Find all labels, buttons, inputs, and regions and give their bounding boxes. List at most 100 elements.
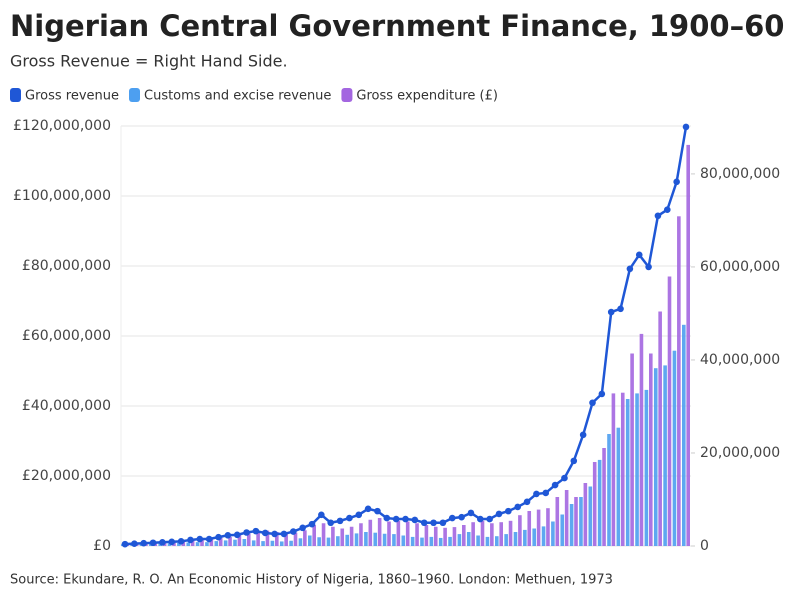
bar xyxy=(331,526,335,546)
line-marker xyxy=(374,507,381,515)
bar xyxy=(392,534,396,546)
bar xyxy=(532,528,536,546)
bar xyxy=(401,535,406,546)
bar xyxy=(682,324,686,546)
bar xyxy=(551,521,555,546)
bar xyxy=(289,540,293,546)
legend-label: Gross expenditure (£) xyxy=(356,89,498,104)
bar xyxy=(658,311,662,546)
bar xyxy=(303,530,307,546)
line-marker xyxy=(542,489,550,497)
bar xyxy=(433,526,438,546)
line-marker xyxy=(673,178,680,186)
bar xyxy=(471,522,475,546)
bar xyxy=(186,542,191,546)
line-marker xyxy=(448,514,456,522)
line-marker xyxy=(514,503,521,511)
legend-swatch xyxy=(341,88,353,102)
line-marker xyxy=(682,123,690,131)
line-marker xyxy=(168,538,176,546)
line-marker xyxy=(233,531,241,539)
bar xyxy=(195,542,200,546)
line-marker xyxy=(635,251,643,259)
line-marker xyxy=(411,516,419,524)
bar xyxy=(485,536,490,546)
line-marker xyxy=(477,515,484,523)
bar xyxy=(177,542,181,546)
bar xyxy=(649,353,653,546)
bar xyxy=(490,523,494,546)
line-marker xyxy=(346,514,353,522)
y2-tick-label: 20,000,000 xyxy=(700,445,780,461)
bar xyxy=(405,521,410,546)
line-marker xyxy=(523,498,531,506)
line-marker xyxy=(205,535,213,543)
source-note: Source: Ekundare, R. O. An Economic Hist… xyxy=(10,573,613,588)
legend-label: Customs and excise revenue xyxy=(144,89,331,104)
bar xyxy=(508,520,513,546)
bar xyxy=(607,434,611,546)
bar xyxy=(368,519,373,546)
y-tick-label: £0 xyxy=(93,538,111,554)
legend-swatch xyxy=(129,88,140,102)
y2-tick-label: 40,000,000 xyxy=(700,352,780,368)
line-marker xyxy=(290,528,297,535)
line-marker xyxy=(458,513,465,521)
line-marker xyxy=(140,539,147,547)
bar xyxy=(317,537,321,546)
line-marker xyxy=(561,474,568,482)
bar xyxy=(284,533,288,546)
line-marker xyxy=(243,529,250,536)
bar xyxy=(639,333,644,546)
bar xyxy=(663,365,667,546)
y-tick-label: £120,000,000 xyxy=(13,118,111,134)
line-marker xyxy=(271,530,278,538)
line-marker xyxy=(196,535,204,543)
line-marker xyxy=(149,539,157,547)
line-marker xyxy=(252,527,260,535)
bar xyxy=(214,541,219,546)
bar xyxy=(336,536,340,546)
line-marker xyxy=(392,515,400,523)
line-marker xyxy=(607,308,615,316)
bar xyxy=(420,537,424,546)
bar xyxy=(653,368,658,546)
chart-subtitle: Gross Revenue = Right Hand Side. xyxy=(10,52,288,71)
bar xyxy=(200,539,204,546)
y2-tick-label: 0 xyxy=(700,538,709,554)
bar xyxy=(541,526,546,546)
bar xyxy=(205,542,209,546)
line-marker xyxy=(159,538,166,546)
bar xyxy=(429,536,434,546)
line-marker xyxy=(308,520,316,528)
bar xyxy=(209,538,214,546)
bar xyxy=(625,399,630,546)
bar xyxy=(620,392,625,546)
bar xyxy=(499,522,503,546)
bar xyxy=(597,459,602,546)
y2-tick-label: 80,000,000 xyxy=(700,166,780,182)
bar xyxy=(555,497,560,546)
line-marker xyxy=(383,514,391,522)
bar xyxy=(583,483,588,546)
bar xyxy=(443,527,447,546)
bar xyxy=(349,526,354,546)
bar xyxy=(560,514,565,546)
y-tick-label: £60,000,000 xyxy=(22,328,111,344)
bar xyxy=(345,534,349,546)
y-tick-label: £80,000,000 xyxy=(22,258,111,274)
bar xyxy=(190,539,195,546)
line-marker xyxy=(299,524,306,532)
bar xyxy=(321,523,326,546)
bar xyxy=(523,529,527,546)
line-marker xyxy=(579,431,587,439)
bar xyxy=(644,389,649,546)
bar xyxy=(364,532,368,546)
bar xyxy=(293,532,298,546)
bar xyxy=(635,393,639,546)
bar xyxy=(387,521,391,546)
bar xyxy=(616,427,621,546)
line-marker xyxy=(131,540,138,547)
bar xyxy=(495,536,499,546)
bar xyxy=(476,535,480,546)
